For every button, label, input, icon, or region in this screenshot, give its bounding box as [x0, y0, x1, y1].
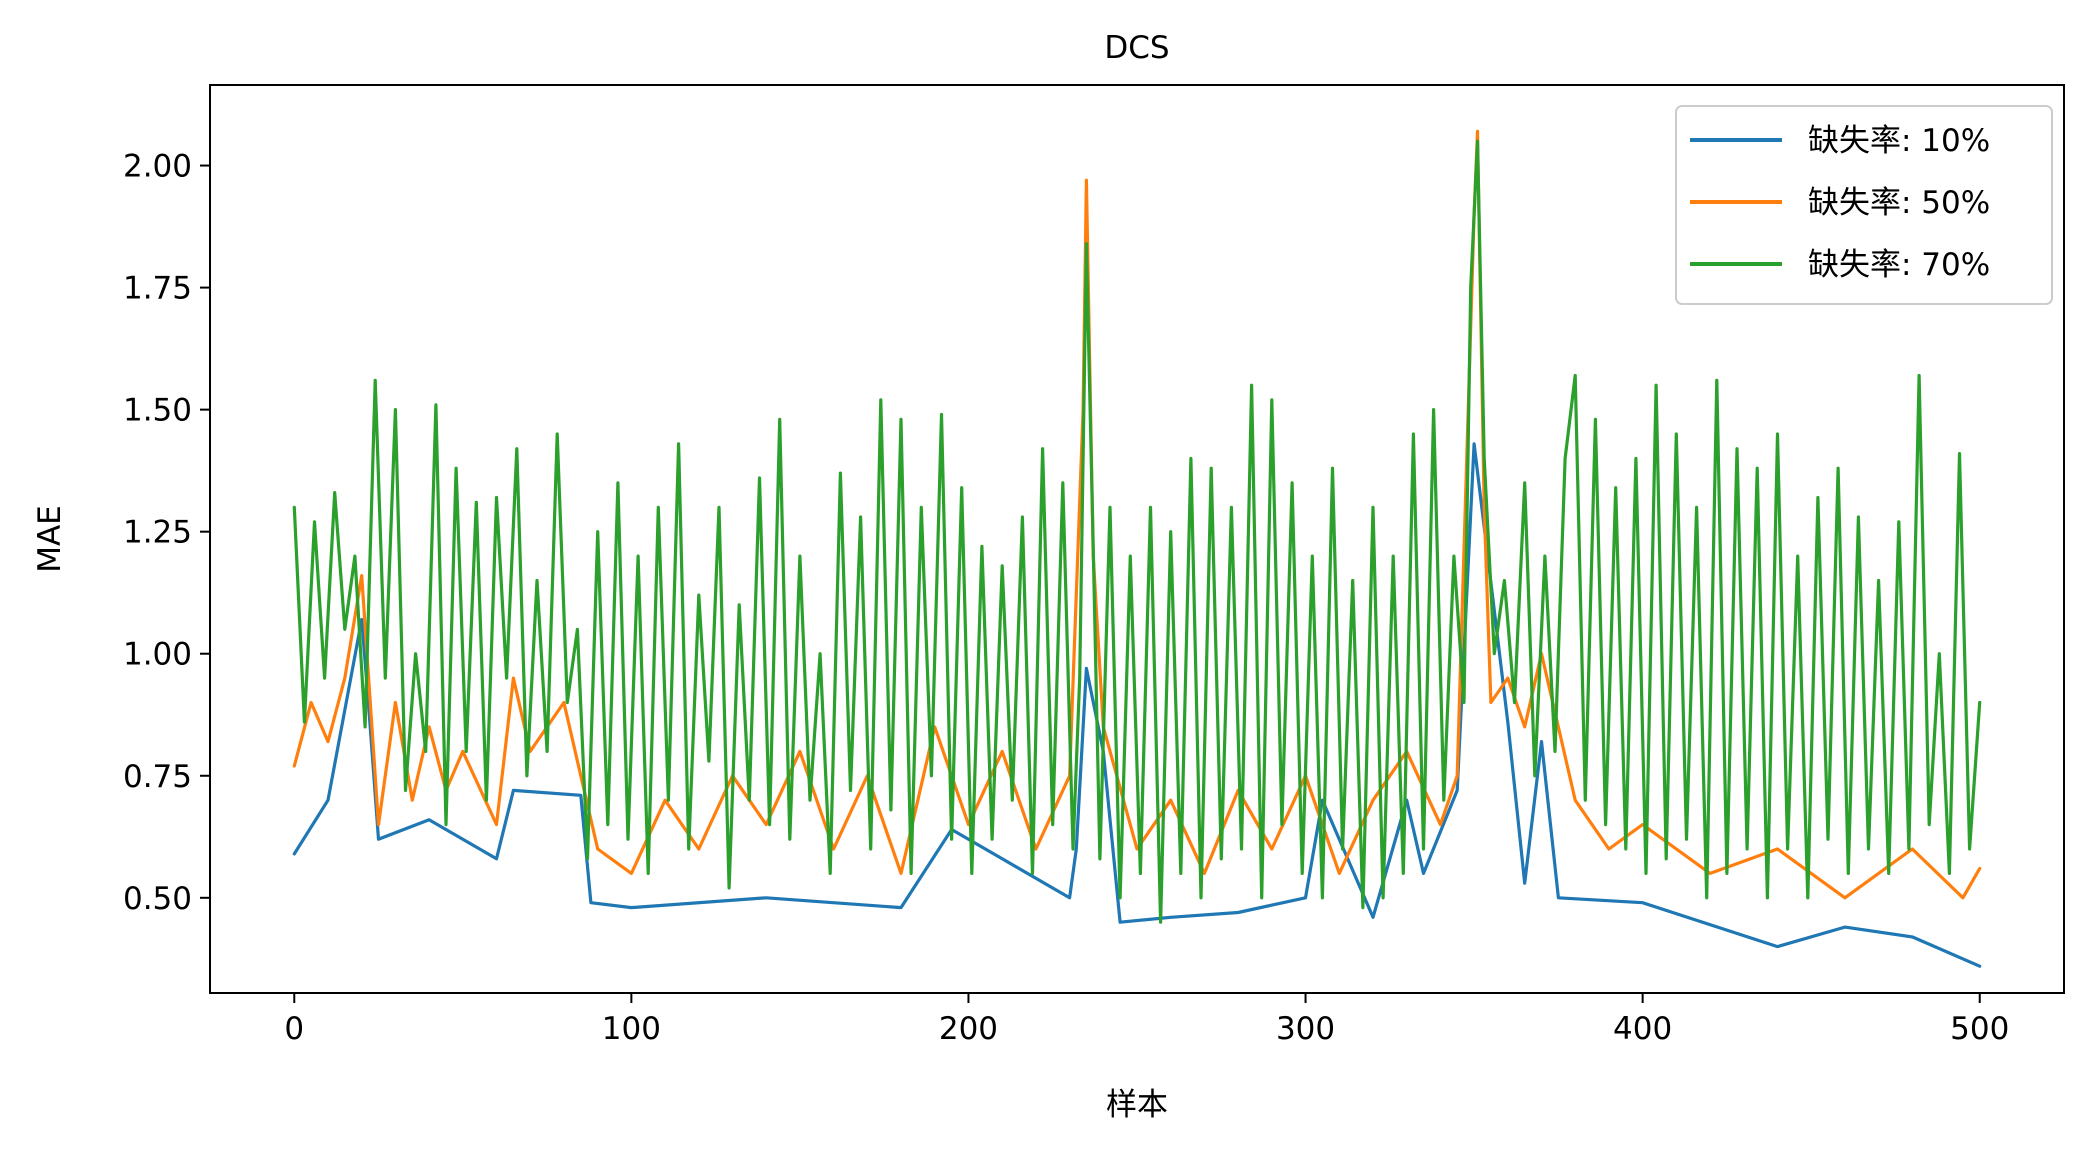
x-axis: 0 100 200 300 400 500	[284, 993, 2009, 1047]
x-tick-label: 400	[1613, 1011, 1672, 1047]
x-tick-label: 200	[939, 1011, 998, 1047]
y-tick-label: 1.00	[123, 637, 192, 673]
y-axis: 0.50 0.75 1.00 1.25 1.50 1.75 2.00	[123, 149, 210, 917]
y-tick-label: 0.50	[123, 881, 192, 917]
series-layer	[292, 129, 1982, 968]
series-line-1	[292, 442, 1982, 968]
legend-label-1: 缺失率: 10%	[1808, 123, 1990, 159]
x-axis-title: 样本	[1106, 1087, 1168, 1123]
legend: 缺失率: 10% 缺失率: 50% 缺失率: 70%	[1675, 105, 2053, 305]
legend-label-2: 缺失率: 50%	[1808, 185, 1990, 221]
chart-title: DCS	[1104, 30, 1169, 66]
y-tick-label: 2.00	[123, 149, 192, 185]
x-tick-label: 0	[284, 1011, 304, 1047]
y-tick-label: 1.50	[123, 393, 192, 429]
y-tick-label: 0.75	[123, 759, 192, 795]
y-tick-label: 1.75	[123, 271, 192, 307]
y-axis-title: MAE	[32, 505, 68, 573]
plot-frame	[209, 84, 2065, 994]
legend-label-3: 缺失率: 70%	[1808, 247, 1990, 283]
series-line-3	[292, 139, 1982, 924]
x-tick-label: 500	[1950, 1011, 2009, 1047]
y-tick-label: 1.25	[123, 515, 192, 551]
legend-box	[1675, 105, 2053, 305]
x-tick-label: 300	[1276, 1011, 1335, 1047]
x-tick-label: 100	[602, 1011, 661, 1047]
